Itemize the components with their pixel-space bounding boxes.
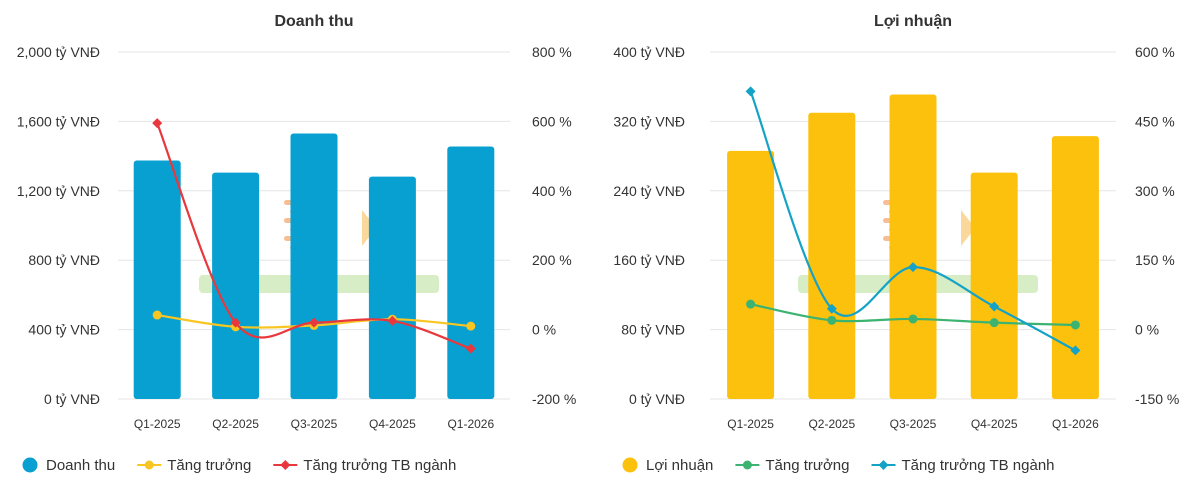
y-left-tick-label: 0 tỷ VNĐ xyxy=(44,391,100,407)
x-tick-label: Q4-2025 xyxy=(369,417,416,431)
data-point[interactable] xyxy=(152,118,163,129)
data-point[interactable] xyxy=(465,343,476,354)
legend-label: Doanh thu xyxy=(46,457,115,474)
legend-item[interactable]: Tăng trưởng xyxy=(137,457,251,474)
y-left-tick-label: 240 tỷ VNĐ xyxy=(613,183,685,199)
data-point[interactable] xyxy=(152,310,162,320)
chart-title: Lợi nhuận xyxy=(874,13,952,30)
y-right-tick-label: 400 % xyxy=(532,183,572,199)
y-right-tick-label: 150 % xyxy=(1135,252,1175,268)
legend-label: Tăng trưởng xyxy=(167,457,251,474)
y-right-tick-label: -200 % xyxy=(532,391,576,407)
y-right-tick-label: 0 % xyxy=(532,322,556,338)
y-right-tick-label: 600 % xyxy=(1135,44,1175,60)
x-tick-label: Q1-2026 xyxy=(447,417,494,431)
data-point[interactable] xyxy=(309,317,319,328)
x-tick-label: Q3-2025 xyxy=(890,417,937,431)
data-point[interactable] xyxy=(989,301,1000,312)
y-right-tick-label: 200 % xyxy=(532,252,572,268)
bar[interactable] xyxy=(1051,136,1099,399)
bar[interactable] xyxy=(447,146,495,399)
data-point[interactable] xyxy=(387,315,398,326)
y-left-tick-label: 2,000 tỷ VNĐ xyxy=(17,44,100,60)
y-right-tick-label: 600 % xyxy=(532,113,572,129)
y-left-tick-label: 80 tỷ VNĐ xyxy=(621,322,685,338)
bar[interactable] xyxy=(970,172,1018,399)
data-point[interactable] xyxy=(466,321,476,331)
bar[interactable] xyxy=(133,160,181,399)
series-line xyxy=(156,122,472,350)
data-point[interactable] xyxy=(908,262,918,273)
y-left-tick-label: 800 tỷ VNĐ xyxy=(28,252,100,268)
x-tick-label: Q4-2025 xyxy=(971,417,1018,431)
bar[interactable] xyxy=(368,176,416,399)
data-point[interactable] xyxy=(1070,320,1080,330)
y-right-tick-label: 0 % xyxy=(1135,322,1159,338)
data-point[interactable] xyxy=(746,299,756,309)
y-right-tick-label: 450 % xyxy=(1135,113,1175,129)
legend-symbol xyxy=(878,460,889,470)
legend-symbol xyxy=(742,460,752,470)
legend-label: Tăng trưởng TB ngành xyxy=(303,457,456,474)
legend-item[interactable]: Tăng trưởng TB ngành xyxy=(273,457,456,474)
y-left-tick-label: 400 tỷ VNĐ xyxy=(28,322,100,338)
legend-label: Tăng trưởng TB ngành xyxy=(901,457,1054,474)
y-left-tick-label: 160 tỷ VNĐ xyxy=(613,252,685,268)
y-right-tick-label: 300 % xyxy=(1135,183,1175,199)
bar[interactable] xyxy=(808,112,856,399)
y-left-tick-label: 400 tỷ VNĐ xyxy=(613,44,685,60)
legend-label: Lợi nhuận xyxy=(646,457,713,474)
bar[interactable] xyxy=(212,172,260,399)
x-tick-label: Q1-2025 xyxy=(727,417,774,431)
y-left-tick-label: 1,600 tỷ VNĐ xyxy=(17,113,100,129)
bar[interactable] xyxy=(727,150,775,399)
data-point[interactable] xyxy=(826,303,837,314)
x-tick-label: Q2-2025 xyxy=(212,417,259,431)
legend-item[interactable]: Doanh thu xyxy=(22,457,116,474)
y-left-tick-label: 1,200 tỷ VNĐ xyxy=(17,183,100,199)
data-point[interactable] xyxy=(745,86,756,97)
y-left-tick-label: 320 tỷ VNĐ xyxy=(613,113,685,129)
revenue-chart: Doanh thu 0 tỷ VNĐ -200 % 400 tỷ VNĐ 0 % 800 … xyxy=(17,13,577,474)
legend-item[interactable]: Lợi nhuận xyxy=(622,457,714,474)
legend-item[interactable]: Tăng trưởng TB ngành xyxy=(871,457,1055,474)
legend-symbol xyxy=(22,457,38,473)
y-left-tick-label: 0 tỷ VNĐ xyxy=(629,391,685,407)
y-right-tick-label: 800 % xyxy=(532,44,572,60)
legend-symbol xyxy=(280,460,291,470)
legend-symbol xyxy=(622,457,638,473)
data-point[interactable] xyxy=(989,318,999,328)
y-right-tick-label: -150 % xyxy=(1135,391,1179,407)
x-tick-label: Q1-2026 xyxy=(1052,417,1099,431)
x-tick-label: Q1-2025 xyxy=(134,417,181,431)
bar[interactable] xyxy=(290,133,338,400)
bar[interactable] xyxy=(889,94,937,399)
chart-title: Doanh thu xyxy=(274,13,353,30)
x-tick-label: Q3-2025 xyxy=(291,417,338,431)
legend-label: Tăng trưởng xyxy=(765,457,849,474)
series-line xyxy=(749,90,1076,352)
data-point[interactable] xyxy=(230,317,241,328)
data-point[interactable] xyxy=(827,315,837,325)
profit-chart: Lợi nhuận 0 tỷ VNĐ -150 % 80 tỷ VNĐ 0 % 160 t… xyxy=(613,13,1179,474)
data-point[interactable] xyxy=(908,314,918,324)
x-tick-label: Q2-2025 xyxy=(808,417,855,431)
legend-symbol xyxy=(144,460,154,470)
legend-item[interactable]: Tăng trưởng xyxy=(735,457,849,474)
data-point[interactable] xyxy=(1070,345,1081,356)
